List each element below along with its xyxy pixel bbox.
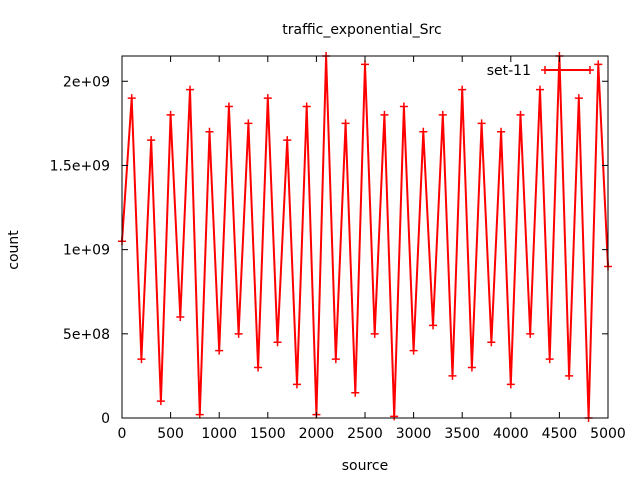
data-point bbox=[331, 355, 340, 364]
data-point bbox=[448, 371, 457, 380]
data-point bbox=[186, 85, 195, 94]
data-point bbox=[526, 329, 535, 338]
data-point bbox=[176, 312, 185, 321]
data-point bbox=[409, 346, 418, 355]
data-point bbox=[594, 60, 603, 69]
data-point bbox=[380, 110, 389, 119]
x-tick-label: 4000 bbox=[493, 426, 529, 442]
data-point bbox=[487, 338, 496, 347]
data-point bbox=[516, 110, 525, 119]
data-point bbox=[574, 94, 583, 103]
data-point bbox=[244, 119, 253, 128]
data-point bbox=[438, 110, 447, 119]
data-point bbox=[127, 94, 136, 103]
data-point bbox=[341, 119, 350, 128]
x-tick-label: 5000 bbox=[590, 426, 626, 442]
data-point bbox=[137, 355, 146, 364]
data-point bbox=[467, 363, 476, 372]
chart-title: traffic_exponential_Src bbox=[282, 22, 441, 38]
x-tick-label: 500 bbox=[157, 426, 184, 442]
y-tick-label: 2e+09 bbox=[63, 74, 110, 90]
data-point bbox=[351, 388, 360, 397]
legend-label: set-11 bbox=[487, 63, 531, 79]
data-point bbox=[545, 355, 554, 364]
data-point bbox=[283, 136, 292, 145]
data-point bbox=[273, 338, 282, 347]
data-point bbox=[224, 102, 233, 111]
data-point bbox=[497, 127, 506, 136]
legend-marker bbox=[541, 66, 594, 74]
data-point bbox=[195, 410, 204, 419]
y-axis-label: count bbox=[6, 230, 22, 270]
data-point bbox=[156, 397, 165, 406]
data-point bbox=[399, 102, 408, 111]
x-tick-label: 3500 bbox=[444, 426, 480, 442]
data-point bbox=[234, 329, 243, 338]
x-tick-label: 3000 bbox=[396, 426, 432, 442]
y-tick-label: 5e+08 bbox=[63, 327, 110, 343]
data-point bbox=[166, 110, 175, 119]
data-point bbox=[419, 127, 428, 136]
y-tick-label: 1e+09 bbox=[63, 243, 110, 259]
data-point bbox=[506, 380, 515, 389]
x-tick-label: 2000 bbox=[299, 426, 335, 442]
data-point bbox=[263, 94, 272, 103]
data-point bbox=[565, 371, 574, 380]
data-point bbox=[215, 346, 224, 355]
x-axis-label: source bbox=[342, 458, 389, 474]
legend: set-11 bbox=[487, 63, 594, 79]
x-tick-label: 4500 bbox=[542, 426, 578, 442]
data-point bbox=[205, 127, 214, 136]
plot-area bbox=[118, 52, 612, 422]
data-point bbox=[147, 136, 156, 145]
x-tick-label: 0 bbox=[118, 426, 127, 442]
data-point bbox=[254, 363, 263, 372]
x-tick-label: 1000 bbox=[201, 426, 237, 442]
data-point bbox=[302, 102, 311, 111]
data-point bbox=[292, 380, 301, 389]
x-tick-label: 2500 bbox=[347, 426, 383, 442]
y-tick-label: 0 bbox=[101, 411, 110, 427]
data-point bbox=[429, 321, 438, 330]
data-point bbox=[535, 85, 544, 94]
data-point bbox=[458, 85, 467, 94]
data-point bbox=[477, 119, 486, 128]
data-point bbox=[390, 412, 399, 421]
axes: 0 500 1000 1500 2000 2500 3000 3500 4000 4500 5000… bbox=[50, 55, 626, 442]
data-point bbox=[370, 329, 379, 338]
y-tick-label: 1.5e+09 bbox=[50, 158, 110, 174]
x-tick-label: 1500 bbox=[250, 426, 286, 442]
series-line bbox=[121, 55, 609, 419]
